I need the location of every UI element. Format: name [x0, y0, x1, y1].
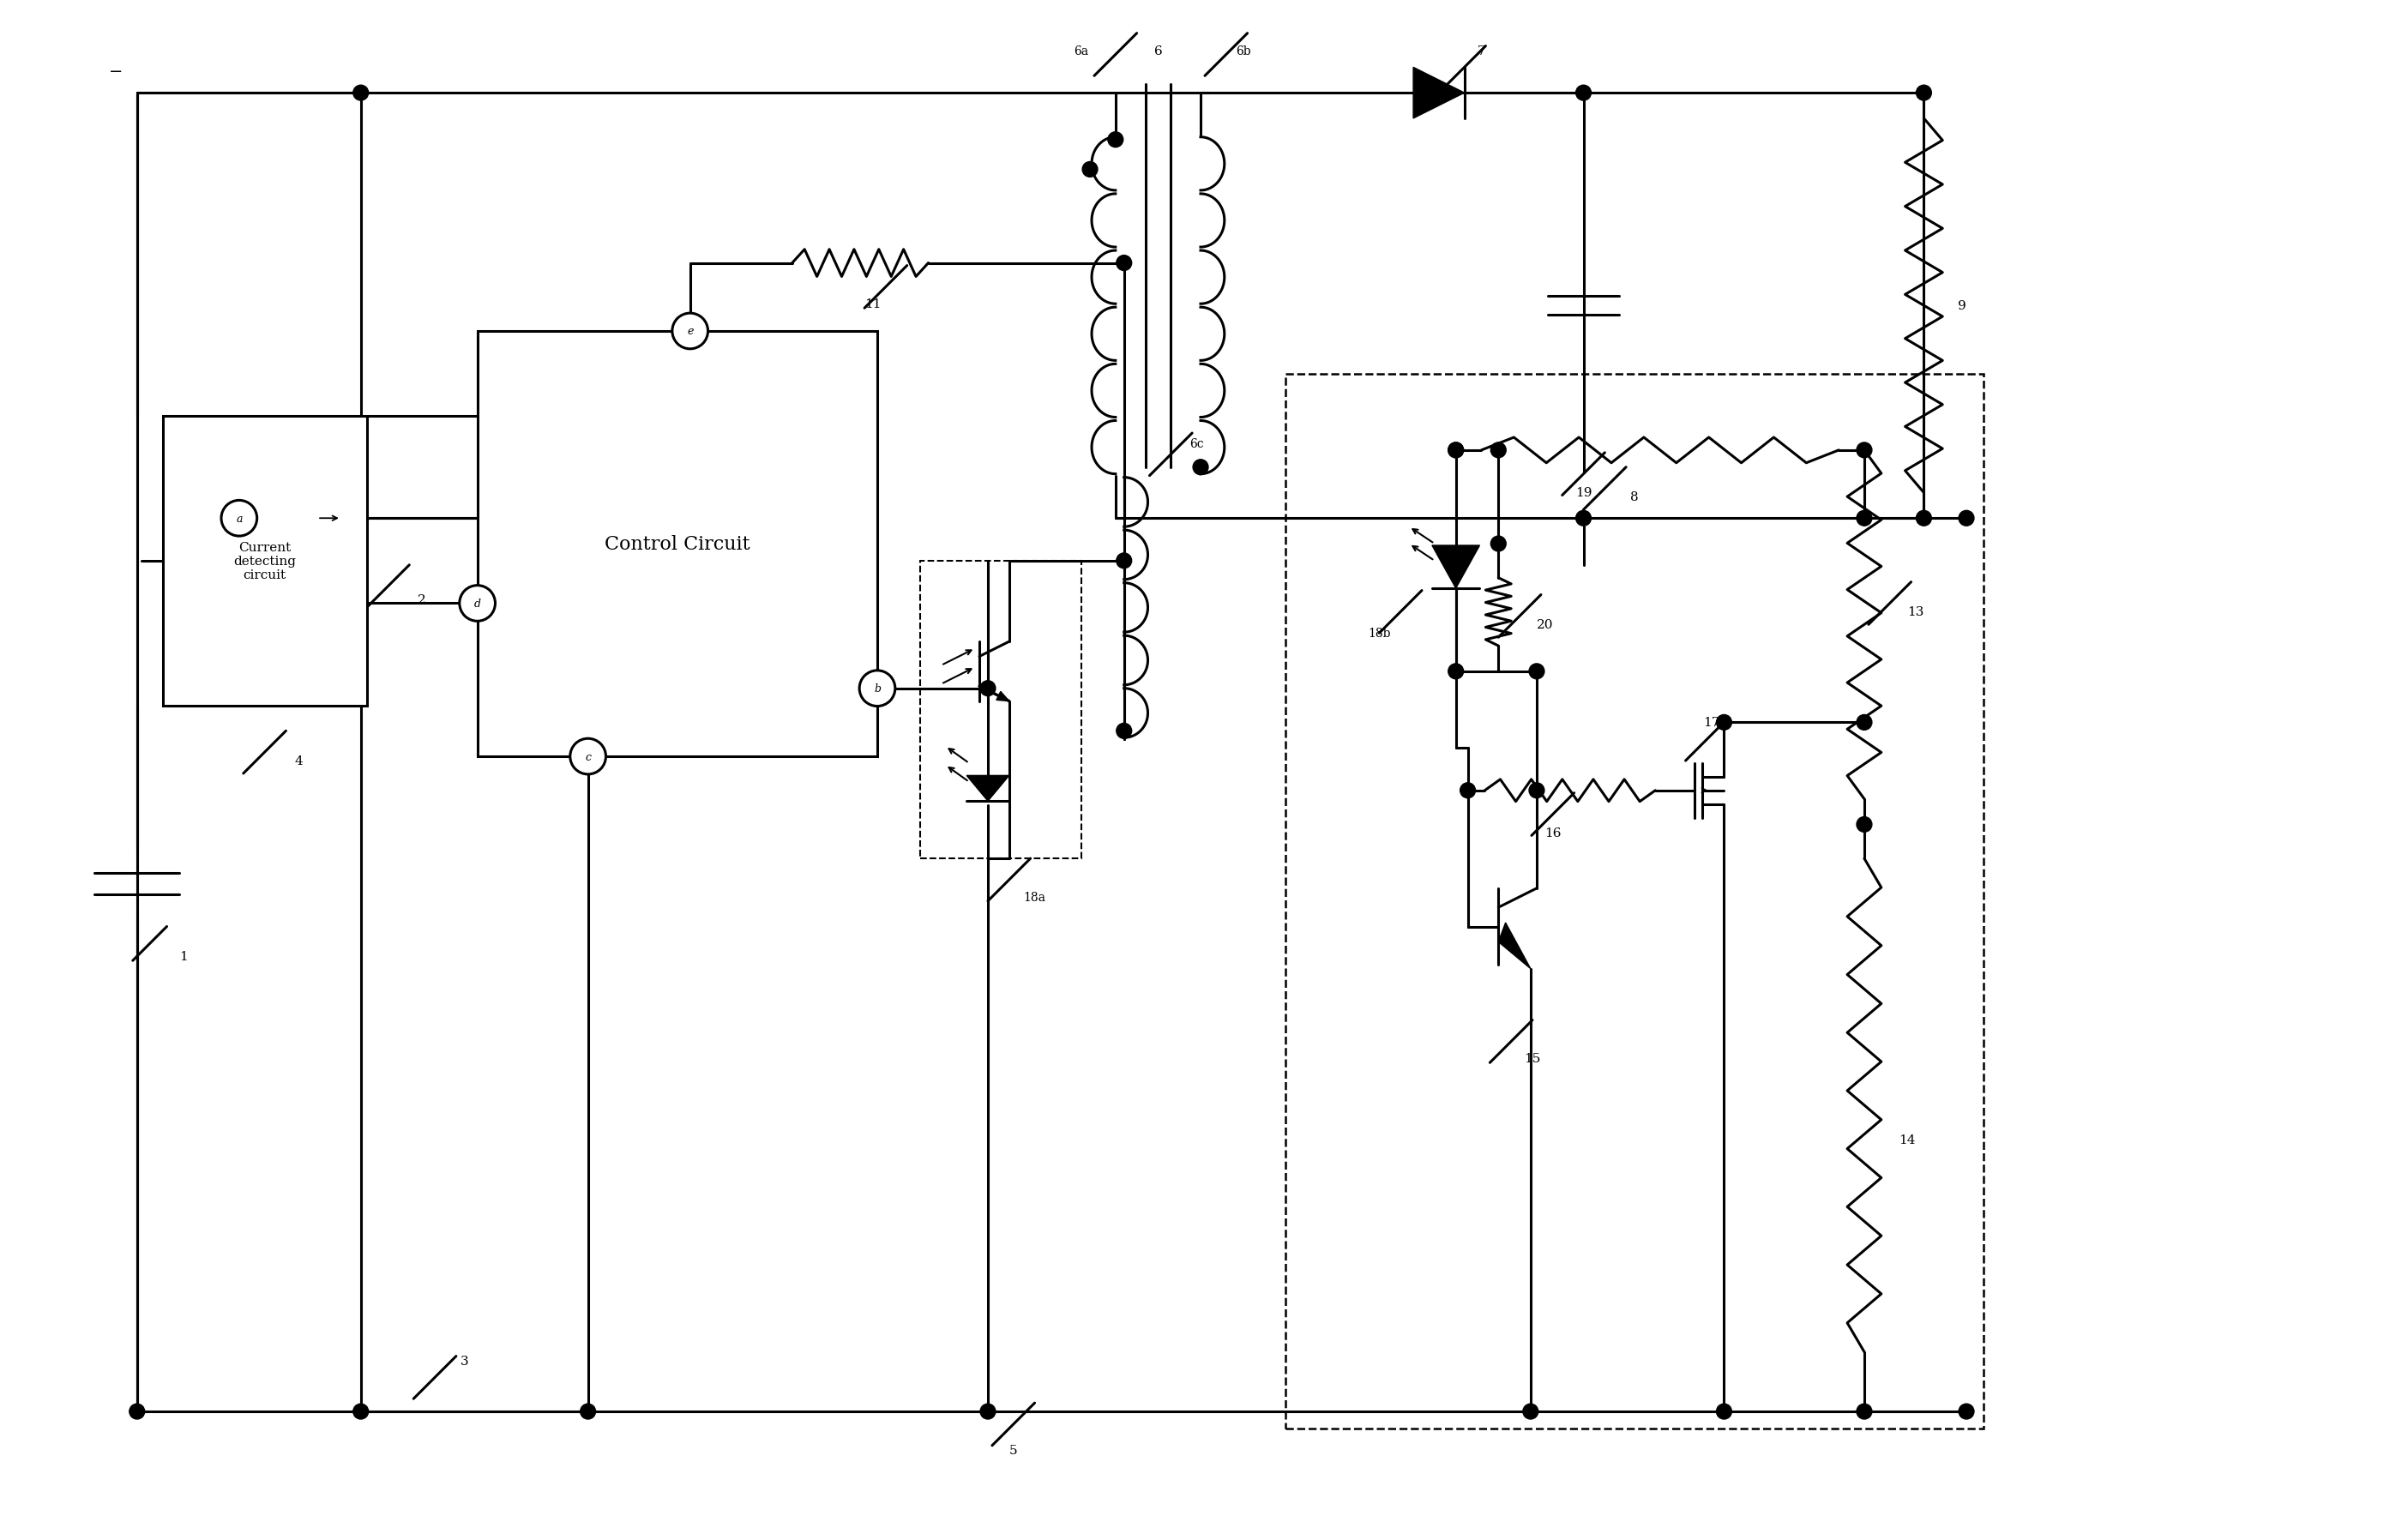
Text: b: b — [874, 683, 881, 694]
Circle shape — [1117, 724, 1132, 740]
Text: 8: 8 — [1630, 492, 1640, 503]
Text: a: a — [236, 513, 243, 524]
Circle shape — [1459, 784, 1476, 799]
Circle shape — [130, 1404, 144, 1420]
Text: 18a: 18a — [1023, 891, 1045, 903]
Bar — [920, 561, 1081, 859]
Polygon shape — [1498, 923, 1531, 969]
Text: 5: 5 — [1009, 1444, 1019, 1456]
Text: 3: 3 — [460, 1354, 470, 1366]
Circle shape — [1117, 257, 1132, 272]
Text: 1: 1 — [181, 950, 188, 963]
Circle shape — [1447, 443, 1464, 458]
Circle shape — [1522, 1404, 1539, 1420]
Text: 18b: 18b — [1368, 628, 1392, 640]
Circle shape — [580, 1404, 595, 1420]
Polygon shape — [997, 692, 1009, 701]
Polygon shape — [1433, 545, 1479, 588]
Circle shape — [1529, 665, 1544, 680]
Circle shape — [354, 1404, 368, 1420]
Text: c: c — [585, 752, 590, 762]
Bar — [1286, 374, 1984, 1429]
Text: 6b: 6b — [1235, 44, 1250, 57]
Circle shape — [1529, 784, 1544, 799]
Circle shape — [980, 1404, 995, 1420]
Circle shape — [1081, 162, 1098, 177]
Circle shape — [1117, 553, 1132, 568]
Polygon shape — [1413, 69, 1464, 119]
Circle shape — [1108, 133, 1122, 148]
Text: 7: 7 — [1476, 44, 1486, 57]
Circle shape — [1917, 510, 1931, 526]
Text: 6a: 6a — [1074, 44, 1088, 57]
Text: d: d — [474, 597, 482, 610]
Circle shape — [1857, 443, 1871, 458]
Circle shape — [1917, 86, 1931, 101]
Circle shape — [1717, 715, 1731, 730]
Circle shape — [860, 671, 896, 706]
Circle shape — [1857, 715, 1871, 730]
Circle shape — [1958, 1404, 1975, 1420]
Circle shape — [1857, 1404, 1871, 1420]
Circle shape — [1491, 443, 1505, 458]
Text: 13: 13 — [1907, 607, 1924, 619]
Text: Control Circuit: Control Circuit — [604, 535, 749, 553]
Text: −: − — [108, 64, 123, 79]
Text: 14: 14 — [1898, 1134, 1914, 1146]
Circle shape — [1447, 665, 1464, 680]
Text: 16: 16 — [1544, 827, 1560, 839]
Polygon shape — [966, 776, 1009, 801]
Circle shape — [222, 501, 258, 536]
Circle shape — [571, 740, 607, 775]
Circle shape — [1575, 86, 1592, 101]
Text: 6c: 6c — [1190, 439, 1204, 449]
Circle shape — [672, 313, 708, 350]
Circle shape — [1857, 817, 1871, 833]
Text: 15: 15 — [1524, 1053, 1541, 1065]
Circle shape — [460, 585, 496, 622]
Circle shape — [1857, 510, 1871, 526]
Circle shape — [1192, 460, 1209, 475]
Circle shape — [1958, 510, 1975, 526]
Circle shape — [1717, 1404, 1731, 1420]
Text: Current
detecting
circuit: Current detecting circuit — [234, 541, 296, 581]
Text: 4: 4 — [294, 755, 303, 767]
Circle shape — [1447, 443, 1464, 458]
Text: 19: 19 — [1575, 487, 1592, 500]
Text: 20: 20 — [1536, 619, 1553, 631]
Text: 2: 2 — [419, 593, 426, 605]
Circle shape — [980, 681, 995, 697]
Circle shape — [1575, 510, 1592, 526]
Text: 11: 11 — [864, 298, 881, 310]
Circle shape — [354, 86, 368, 101]
Text: 6: 6 — [1153, 44, 1163, 57]
Circle shape — [1491, 536, 1505, 552]
Text: 17: 17 — [1702, 717, 1719, 729]
Bar — [477, 332, 877, 756]
Text: 9: 9 — [1958, 299, 1967, 312]
Text: e: e — [686, 325, 694, 338]
Bar — [161, 417, 366, 706]
